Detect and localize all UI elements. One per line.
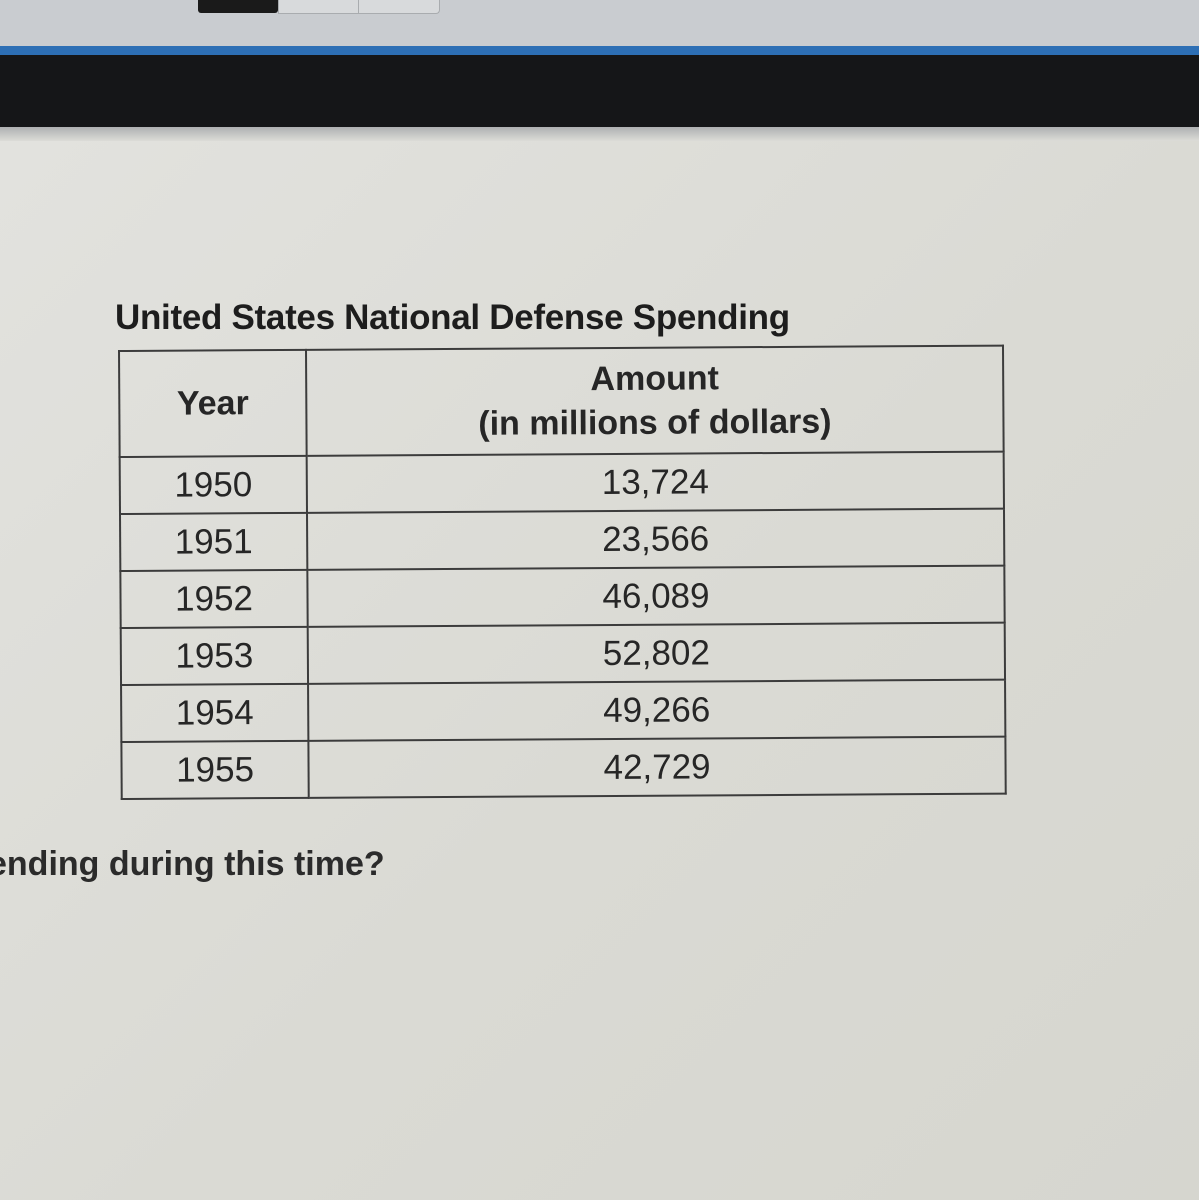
table-row: 1951 23,566 xyxy=(120,508,1005,571)
amount-cell: 46,089 xyxy=(307,565,1005,627)
amount-cell: 23,566 xyxy=(306,508,1005,570)
header-shadow xyxy=(0,127,1199,141)
browser-tab[interactable] xyxy=(278,0,440,14)
amount-cell: 13,724 xyxy=(306,451,1004,513)
column-header-year: Year xyxy=(119,349,307,457)
app-header-bar xyxy=(0,55,1199,127)
year-cell: 1951 xyxy=(120,512,308,571)
year-cell: 1952 xyxy=(120,569,308,628)
column-header-amount: Amount (in millions of dollars) xyxy=(306,345,1004,456)
year-cell: 1953 xyxy=(120,626,309,685)
defense-spending-table: Year Amount (in millions of dollars) 195… xyxy=(118,345,1007,800)
tab-divider xyxy=(358,0,359,13)
content-area xyxy=(0,141,1199,1200)
column-header-amount-unit: (in millions of dollars) xyxy=(478,402,832,443)
amount-cell: 42,729 xyxy=(308,736,1006,798)
browser-chrome xyxy=(0,0,1199,46)
table-row: 1955 42,729 xyxy=(121,736,1006,799)
table-row: 1954 49,266 xyxy=(121,679,1006,742)
column-header-amount-label: Amount xyxy=(590,359,720,399)
year-cell: 1950 xyxy=(119,455,307,514)
question-prompt: ending during this time? xyxy=(0,845,385,883)
table-row: 1950 13,724 xyxy=(119,451,1004,514)
accent-strip xyxy=(0,46,1199,55)
year-cell: 1954 xyxy=(121,683,309,742)
table-row: 1953 52,802 xyxy=(120,622,1006,685)
browser-tab-active[interactable] xyxy=(198,0,278,13)
table-header-row: Year Amount (in millions of dollars) xyxy=(119,345,1004,457)
amount-cell: 49,266 xyxy=(308,679,1006,741)
table-title: United States National Defense Spending xyxy=(115,298,790,337)
table-row: 1952 46,089 xyxy=(120,565,1005,628)
amount-cell: 52,802 xyxy=(307,622,1006,684)
year-cell: 1955 xyxy=(121,740,309,799)
